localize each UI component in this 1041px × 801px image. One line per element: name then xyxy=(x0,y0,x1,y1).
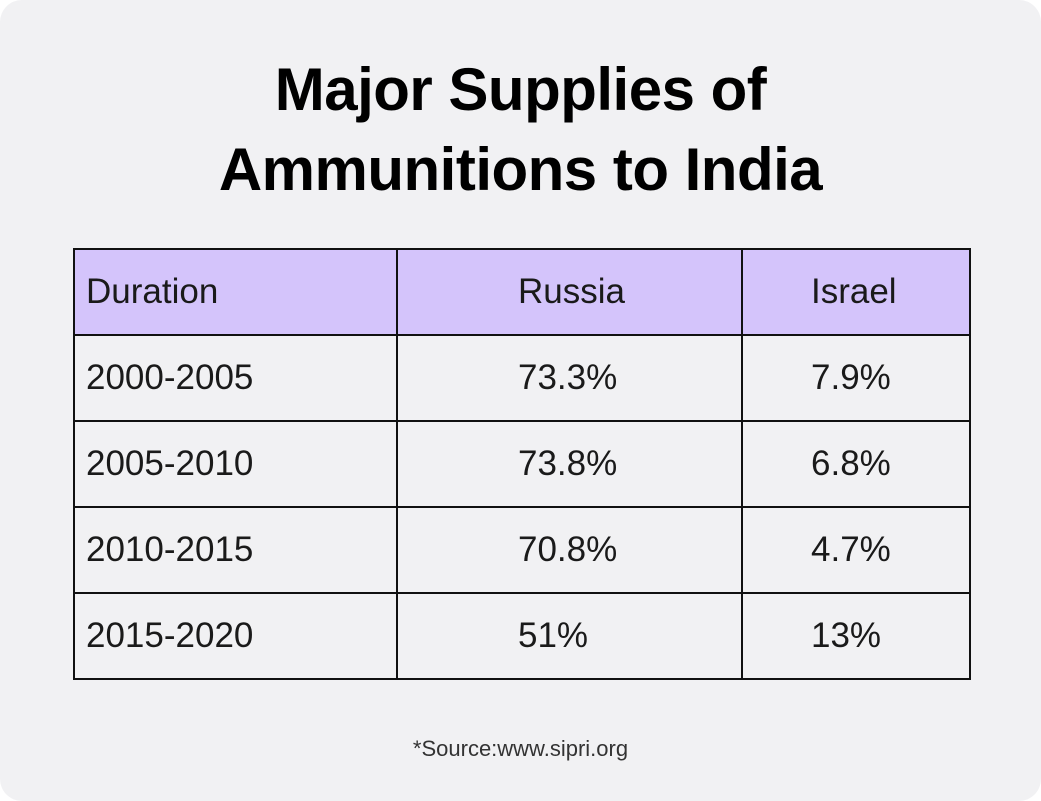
header-row: Duration Russia Israel xyxy=(73,248,971,336)
russia-value-cell: 73.3% xyxy=(396,334,743,422)
russia-value-cell: 51% xyxy=(396,592,743,680)
israel-value-cell: 4.7% xyxy=(741,506,971,594)
column-header-duration: Duration xyxy=(73,248,398,336)
table-row: 2005-2010 73.8% 6.8% xyxy=(73,420,971,508)
duration-cell: 2005-2010 xyxy=(73,420,398,508)
russia-value-cell: 70.8% xyxy=(396,506,743,594)
column-header-russia: Russia xyxy=(396,248,743,336)
duration-cell: 2000-2005 xyxy=(73,334,398,422)
source-note: *Source:www.sipri.org xyxy=(412,736,629,761)
chart-title-line-2: Ammunitions to India xyxy=(218,136,823,203)
israel-value-cell: 6.8% xyxy=(741,420,971,508)
duration-cell: 2015-2020 xyxy=(73,592,398,680)
duration-cell: 2010-2015 xyxy=(73,506,398,594)
israel-value-cell: 7.9% xyxy=(741,334,971,422)
table-row: 2010-2015 70.8% 4.7% xyxy=(73,506,971,594)
table-row: 2015-2020 51% 13% xyxy=(73,592,971,680)
russia-value-cell: 73.8% xyxy=(396,420,743,508)
chart-title-line-1: Major Supplies of xyxy=(274,56,767,123)
table-row: 2000-2005 73.3% 7.9% xyxy=(73,334,971,422)
israel-value-cell: 13% xyxy=(741,592,971,680)
chart-title: Major Supplies of Ammunitions to India xyxy=(0,50,1041,210)
table-header: Duration Russia Israel xyxy=(73,248,971,336)
table-body: 2000-2005 73.3% 7.9% 2005-2010 73.8% 6.8… xyxy=(73,334,971,680)
supplies-table: Duration Russia Israel 2000-2005 73.3% 7… xyxy=(73,248,971,680)
column-header-israel: Israel xyxy=(741,248,971,336)
